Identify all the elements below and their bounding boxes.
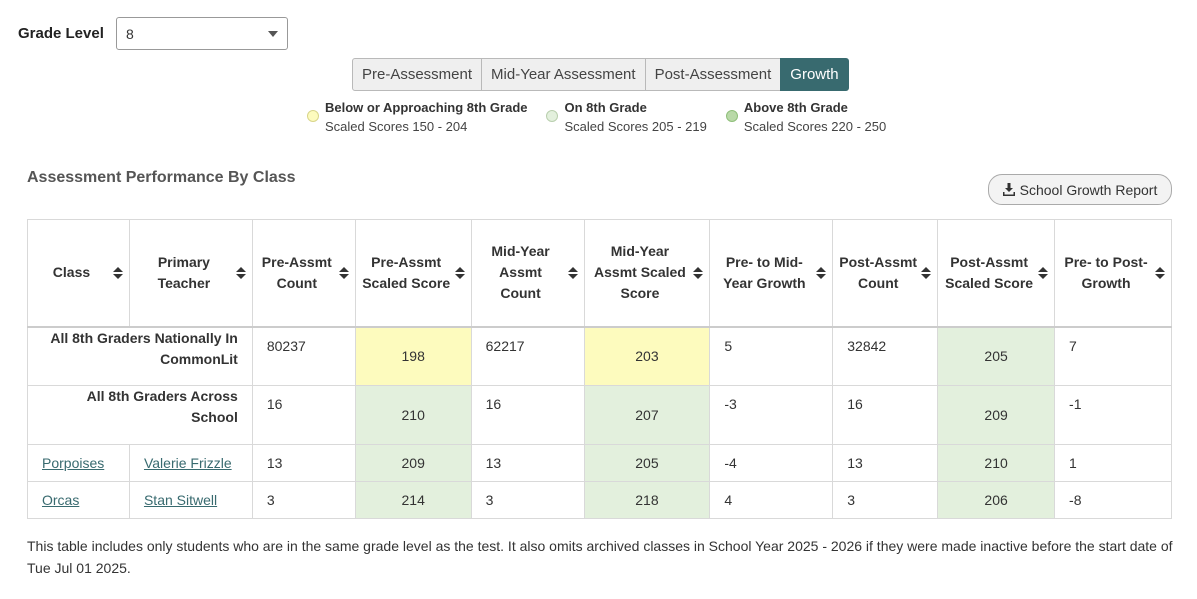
tab-post-assessment[interactable]: Post-Assessment <box>644 58 782 91</box>
mid-score-cell: 207 <box>583 385 711 445</box>
sort-icon[interactable] <box>567 266 578 279</box>
pre-count-cell: 13 <box>251 444 356 482</box>
pre-mid-growth-cell: 4 <box>709 481 834 519</box>
table-footnote: This table includes only students who ar… <box>27 538 1173 576</box>
legend-range: Scaled Scores 220 - 250 <box>743 119 887 134</box>
mid-count-cell: 13 <box>470 444 585 482</box>
post-score-cell: 209 <box>937 385 1056 445</box>
legend-range: Scaled Scores 150 - 204 <box>325 119 468 134</box>
pre-score-cell: 210 <box>354 385 472 445</box>
column-header-pre-mid-growth[interactable]: Pre- to Mid-Year Growth <box>709 219 834 328</box>
post-count-cell: 3 <box>832 481 939 519</box>
post-score-cell: 206 <box>937 481 1056 519</box>
column-header-primary-teacher[interactable]: Primary Teacher <box>128 219 253 328</box>
legend-item-below: Below or Approaching 8th Grade Scaled Sco… <box>307 98 527 136</box>
download-icon <box>1002 183 1015 196</box>
section-title: Assessment Performance By Class <box>27 169 296 186</box>
post-score-cell: 210 <box>937 444 1056 482</box>
sort-icon[interactable] <box>921 266 932 279</box>
column-header-mid-year-score[interactable]: Mid-Year Assmt Scaled Score <box>583 219 711 328</box>
teacher-cell: Stan Sitwell <box>128 481 253 519</box>
table-row: All 8th Graders Across School 16 210 16 … <box>27 385 1172 445</box>
class-cell: Porpoises <box>27 444 130 482</box>
performance-table: Class Primary Teacher Pre-Assmt Count Pr… <box>27 219 1172 519</box>
column-header-pre-post-growth[interactable]: Pre- to Post-Growth <box>1054 219 1172 328</box>
pre-count-cell: 16 <box>251 385 356 445</box>
mid-score-cell: 218 <box>583 481 711 519</box>
legend-item-above: Above 8th Grade Scaled Scores 220 - 250 <box>725 98 887 136</box>
post-score-cell: 205 <box>937 326 1056 386</box>
class-link-porpoises[interactable]: Porpoises <box>42 455 105 471</box>
column-header-post-assmt-count[interactable]: Post-Assmt Count <box>832 219 939 328</box>
table-row: All 8th Graders Nationally In CommonLit … <box>27 326 1172 386</box>
teacher-cell: Valerie Frizzle <box>128 444 253 482</box>
class-cell: Orcas <box>27 481 130 519</box>
legend-item-on: On 8th Grade Scaled Scores 205 - 219 <box>546 98 707 136</box>
chevron-down-icon <box>268 30 278 37</box>
row-label: All 8th Graders Across School <box>27 385 253 445</box>
table-row: Orcas Stan Sitwell 3 214 3 218 4 3 206 -… <box>27 481 1172 519</box>
pre-post-growth-cell: -8 <box>1054 481 1172 519</box>
pre-mid-growth-cell: -3 <box>709 385 834 445</box>
pre-score-cell: 198 <box>354 326 472 386</box>
pre-score-cell: 209 <box>354 444 472 482</box>
sort-icon[interactable] <box>235 266 246 279</box>
pre-post-growth-cell: -1 <box>1054 385 1172 445</box>
column-header-pre-assmt-score[interactable]: Pre-Assmt Scaled Score <box>354 219 472 328</box>
sort-icon[interactable] <box>693 266 704 279</box>
score-legend: Below or Approaching 8th Grade Scaled Sco… <box>307 98 905 136</box>
pre-mid-growth-cell: -4 <box>709 444 834 482</box>
mid-score-cell: 203 <box>583 326 711 386</box>
grade-level-row: Grade Level 8 <box>18 17 288 50</box>
sort-icon[interactable] <box>1038 266 1049 279</box>
table-row: Porpoises Valerie Frizzle 13 209 13 205 … <box>27 444 1172 482</box>
tab-mid-year-assessment[interactable]: Mid-Year Assessment <box>481 58 646 91</box>
pre-post-growth-cell: 7 <box>1054 326 1172 386</box>
mid-count-cell: 3 <box>470 481 585 519</box>
pre-count-cell: 3 <box>251 481 356 519</box>
pre-count-cell: 80237 <box>251 326 356 386</box>
post-count-cell: 13 <box>832 444 939 482</box>
legend-title: On 8th Grade <box>564 100 647 115</box>
legend-dot-icon <box>546 110 559 122</box>
legend-dot-icon <box>725 110 738 122</box>
sort-icon[interactable] <box>338 266 349 279</box>
row-label: All 8th Graders Nationally In CommonLit <box>27 326 253 386</box>
sort-icon[interactable] <box>1155 266 1165 279</box>
sort-icon[interactable] <box>816 266 827 279</box>
table-header-row: Class Primary Teacher Pre-Assmt Count Pr… <box>27 219 1172 328</box>
school-growth-report-button[interactable]: School Growth Report <box>988 174 1172 205</box>
mid-count-cell: 16 <box>470 385 585 445</box>
post-count-cell: 16 <box>832 385 939 445</box>
pre-mid-growth-cell: 5 <box>709 326 834 386</box>
assessment-tabs: Pre-Assessment Mid-Year Assessment Post-… <box>352 58 849 91</box>
class-link-orcas[interactable]: Orcas <box>42 492 80 508</box>
column-header-class[interactable]: Class <box>27 219 130 328</box>
teacher-link-stan-sitwell[interactable]: Stan Sitwell <box>143 492 218 508</box>
tab-growth[interactable]: Growth <box>780 58 849 91</box>
pre-score-cell: 214 <box>354 481 472 519</box>
pre-post-growth-cell: 1 <box>1054 444 1172 482</box>
column-header-post-assmt-score[interactable]: Post-Assmt Scaled Score <box>937 219 1056 328</box>
sort-icon[interactable] <box>112 266 123 279</box>
grade-level-value: 8 <box>126 25 134 42</box>
column-header-pre-assmt-count[interactable]: Pre-Assmt Count <box>251 219 356 328</box>
sort-icon[interactable] <box>454 266 465 279</box>
report-button-label: School Growth Report <box>1019 181 1158 198</box>
grade-level-select[interactable]: 8 <box>116 17 288 50</box>
mid-score-cell: 205 <box>583 444 711 482</box>
legend-title: Above 8th Grade <box>743 100 848 115</box>
tab-pre-assessment[interactable]: Pre-Assessment <box>352 58 483 91</box>
post-count-cell: 32842 <box>832 326 939 386</box>
column-header-mid-year-count[interactable]: Mid-Year Assmt Count <box>470 219 585 328</box>
mid-count-cell: 62217 <box>470 326 585 386</box>
teacher-link-valerie-frizzle[interactable]: Valerie Frizzle <box>143 455 232 471</box>
legend-range: Scaled Scores 205 - 219 <box>564 119 707 134</box>
grade-level-label: Grade Level <box>18 25 104 42</box>
legend-title: Below or Approaching 8th Grade <box>325 100 528 115</box>
legend-dot-icon <box>307 110 319 122</box>
